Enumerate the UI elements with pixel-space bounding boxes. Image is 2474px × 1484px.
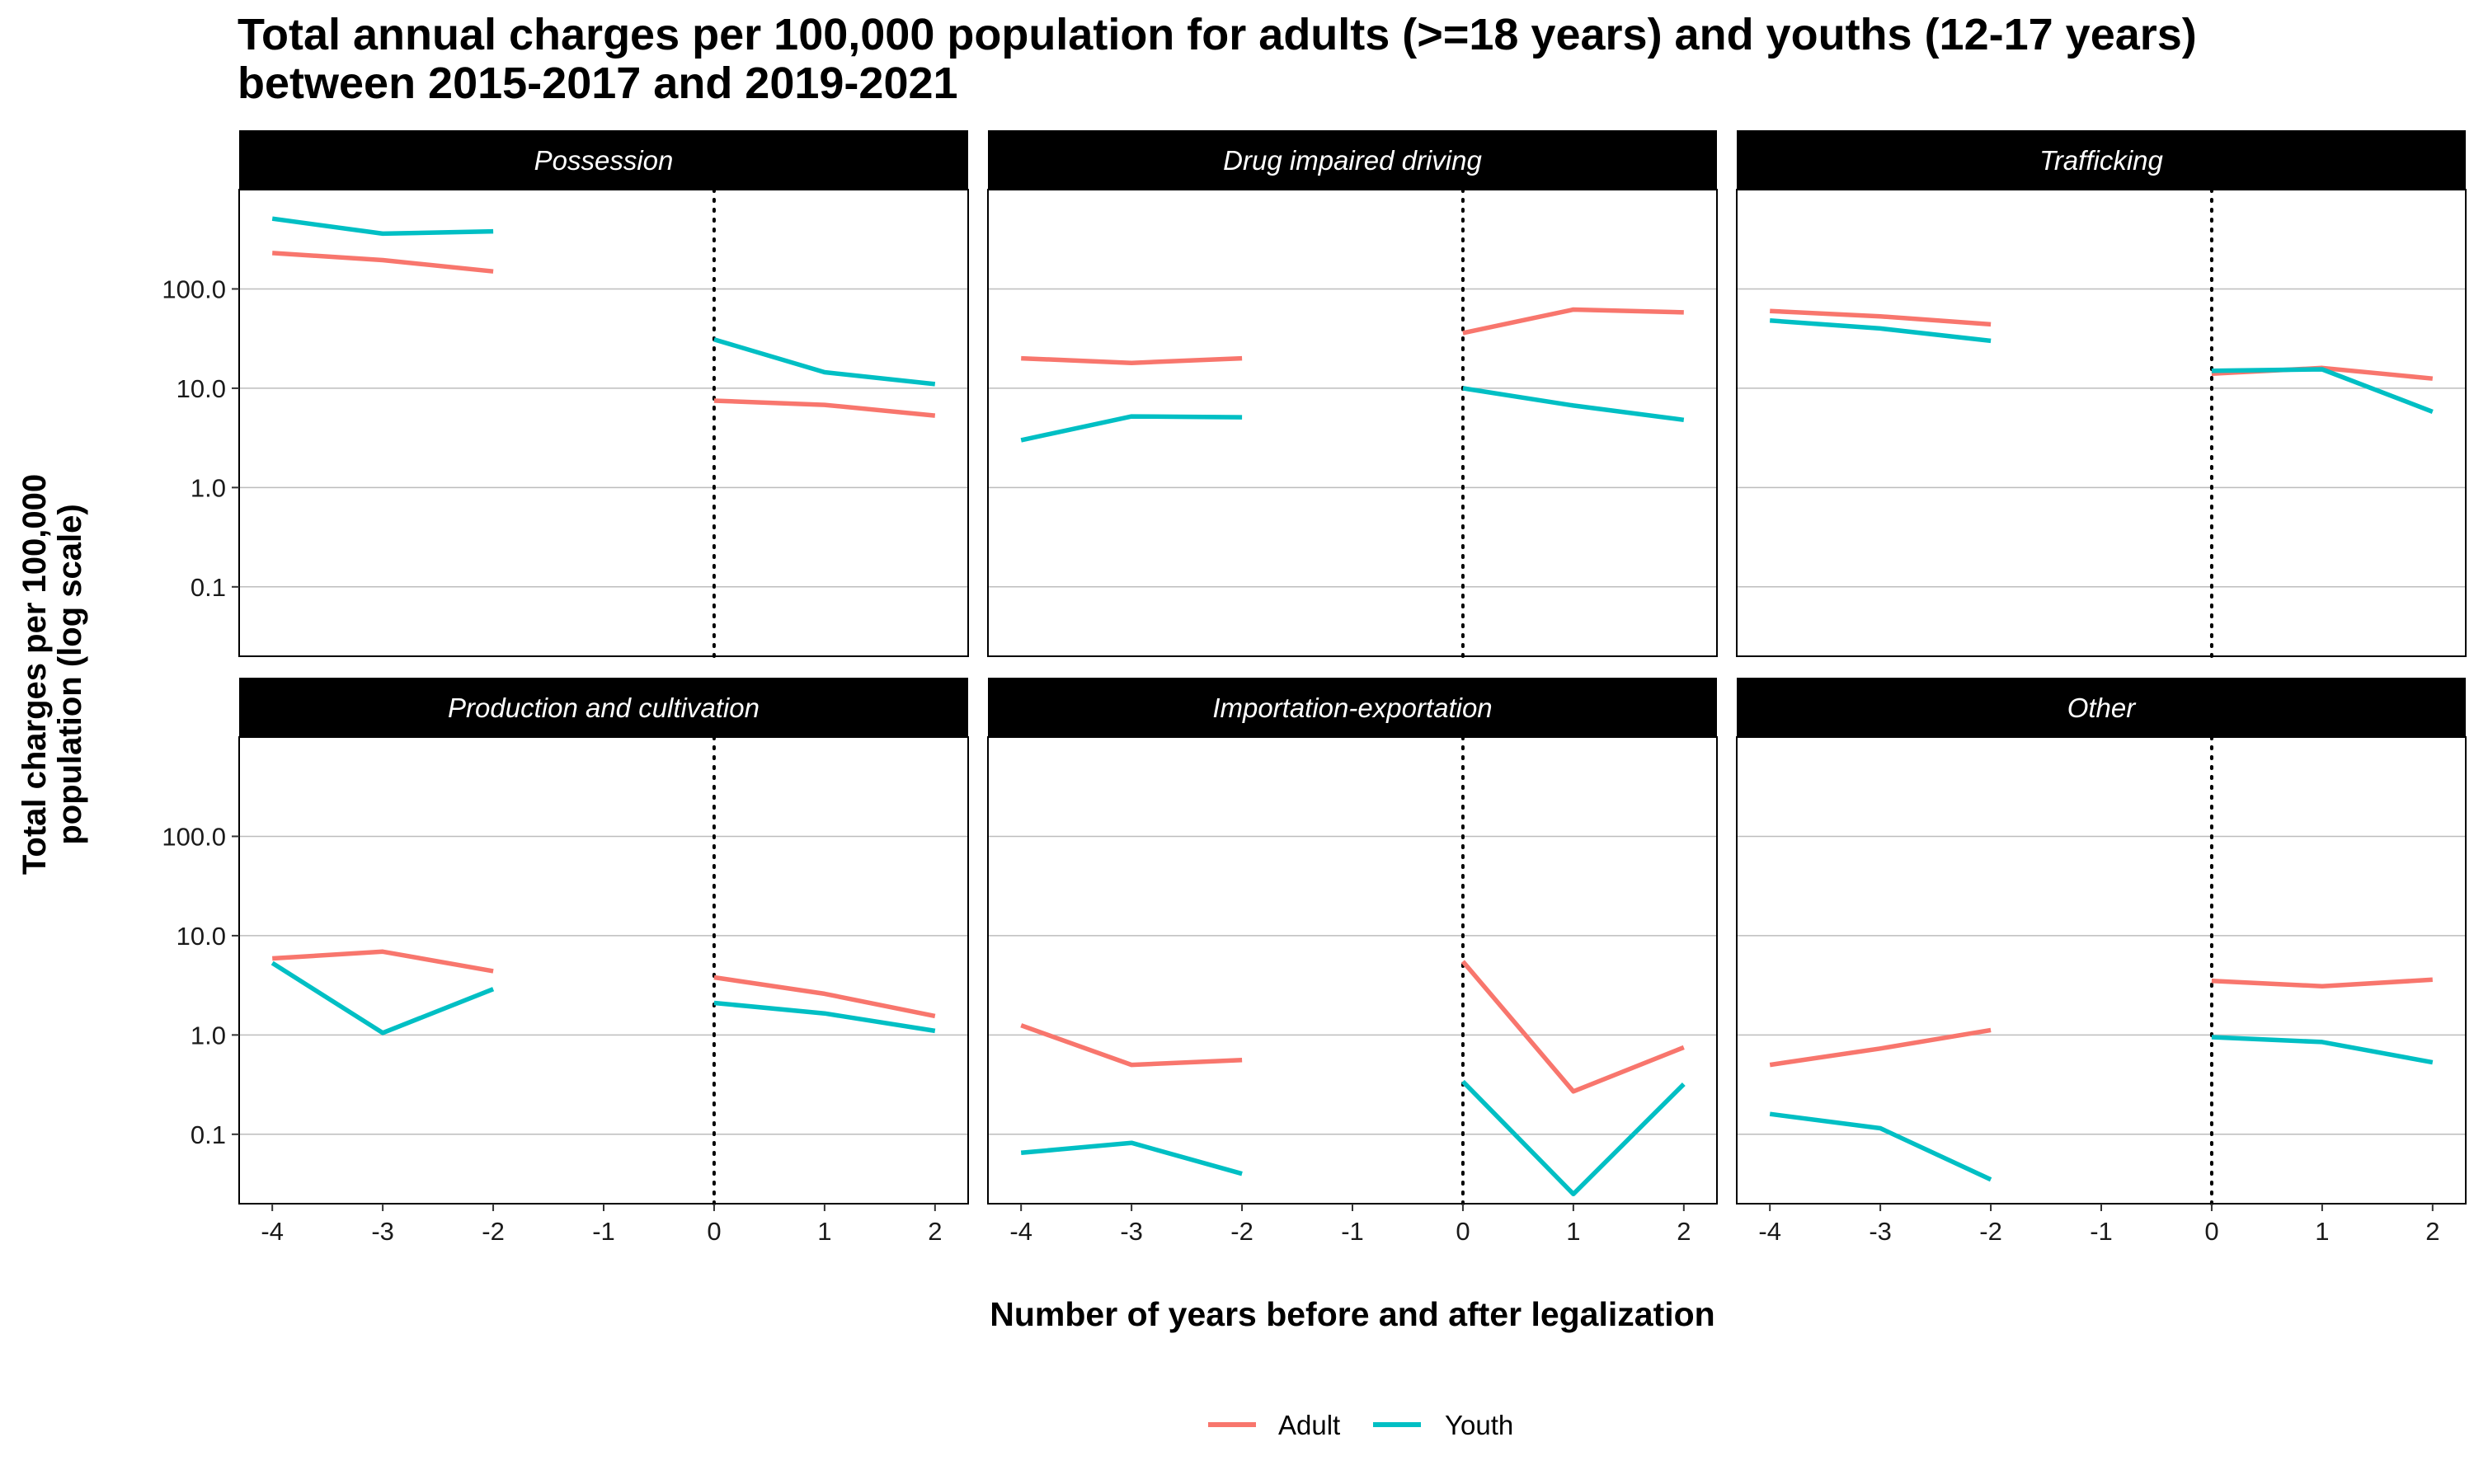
panel-production-and-cultivation: Production and cultivation 0.1 1.0 10.0 100.… — [162, 678, 969, 1246]
series-line-importation-exportation-adult-0 — [1020, 1023, 1243, 1068]
y-tick-label-production-and-cultivation-1: 1.0 — [190, 1021, 226, 1050]
legend-label-youth: Youth — [1445, 1410, 1513, 1440]
strip-label-importation-exportation: Importation-exportation — [1212, 693, 1492, 723]
legend-label-adult: Adult — [1278, 1410, 1340, 1440]
series-line-production-and-cultivation-adult-0 — [272, 949, 494, 974]
x-tick-label-other-5: 1 — [2315, 1217, 2329, 1246]
strip-label-other: Other — [2067, 693, 2138, 723]
x-axis-title: Number of years before and after legaliz… — [990, 1295, 1714, 1333]
series-line-production-and-cultivation-youth-1 — [713, 1000, 936, 1034]
x-tick-label-other-2: -2 — [1979, 1217, 2002, 1246]
x-tick-label-production-and-cultivation-3: -1 — [592, 1217, 615, 1246]
strip-production-and-cultivation — [239, 678, 968, 737]
strip-importation-exportation — [988, 678, 1717, 737]
strip-label-possession: Possession — [534, 145, 674, 176]
x-tick-label-importation-exportation-6: 2 — [1677, 1217, 1691, 1246]
strip-label-trafficking: Trafficking — [2039, 145, 2163, 176]
panel-border-possession — [238, 189, 969, 657]
series-line-drug-impaired-driving-youth-0 — [1020, 414, 1243, 443]
strip-label-production-and-cultivation: Production and cultivation — [448, 693, 760, 723]
panel-trafficking: Trafficking — [1736, 130, 2467, 658]
y-tick-label-production-and-cultivation-3: 100.0 — [162, 822, 226, 851]
series-line-drug-impaired-driving-adult-0 — [1021, 355, 1243, 365]
x-tick-label-other-0: -4 — [1758, 1217, 1781, 1246]
panel-border-drug-impaired-driving — [987, 189, 1718, 657]
x-tick-label-production-and-cultivation-4: 0 — [707, 1217, 721, 1246]
panel-drug-impaired-driving: Drug impaired driving — [987, 130, 1718, 658]
strip-label-drug-impaired-driving: Drug impaired driving — [1223, 145, 1482, 176]
x-tick-label-importation-exportation-4: 0 — [1456, 1217, 1470, 1246]
x-tick-label-production-and-cultivation-2: -2 — [482, 1217, 505, 1246]
y-axis-title: Total charges per 100,000 population (lo… — [16, 474, 88, 875]
x-tick-label-production-and-cultivation-5: 1 — [817, 1217, 831, 1246]
y-tick-label-possession-0: 0.1 — [190, 573, 226, 602]
series-line-possession-youth-0 — [271, 216, 494, 237]
series-line-possession-adult-0 — [272, 251, 494, 274]
x-tick-label-other-1: -3 — [1869, 1217, 1892, 1246]
x-tick-label-importation-exportation-5: 1 — [1566, 1217, 1580, 1246]
x-tick-label-importation-exportation-0: -4 — [1009, 1217, 1032, 1246]
x-tick-label-production-and-cultivation-6: 2 — [928, 1217, 942, 1246]
series-line-trafficking-adult-0 — [1770, 308, 1992, 327]
x-tick-label-production-and-cultivation-0: -4 — [261, 1217, 284, 1246]
series-line-other-youth-1 — [2211, 1035, 2434, 1065]
series-line-importation-exportation-youth-0 — [1020, 1140, 1243, 1176]
strip-possession — [239, 130, 968, 190]
facet-panels: Possession 0.1 1.0 10.0 100.0 Drug impaired d… — [162, 130, 2467, 1246]
y-axis-title-line-1: Total charges per 100,000 — [16, 474, 53, 875]
strip-trafficking — [1737, 130, 2466, 190]
strip-other — [1737, 678, 2466, 737]
panel-border-trafficking — [1736, 189, 2467, 657]
series-line-drug-impaired-driving-youth-1 — [1462, 386, 1685, 423]
y-tick-label-production-and-cultivation-0: 0.1 — [190, 1120, 226, 1149]
strip-drug-impaired-driving — [988, 130, 1717, 190]
legend: Adult Youth — [1208, 1410, 1513, 1440]
chart-title-line-1: Total annual charges per 100,000 populat… — [238, 10, 2197, 59]
x-tick-label-other-6: 2 — [2425, 1217, 2439, 1246]
series-line-importation-exportation-youth-1 — [1460, 1079, 1686, 1197]
series-line-trafficking-youth-1 — [2211, 367, 2434, 414]
x-tick-label-importation-exportation-3: -1 — [1341, 1217, 1364, 1246]
series-line-drug-impaired-driving-adult-1 — [1462, 307, 1684, 336]
panel-importation-exportation: Importation-exportation -4 -3 -2 -1 0 1 2 — [987, 678, 1718, 1246]
series-line-production-and-cultivation-adult-1 — [713, 974, 936, 1019]
x-tick-label-other-3: -1 — [2090, 1217, 2113, 1246]
series-line-other-adult-1 — [2211, 977, 2433, 989]
panel-other: Other -4 -3 -2 -1 0 1 2 — [1736, 678, 2467, 1246]
panel-possession: Possession 0.1 1.0 10.0 100.0 — [162, 130, 969, 658]
series-line-trafficking-youth-0 — [1770, 318, 1992, 344]
x-tick-label-production-and-cultivation-1: -3 — [371, 1217, 394, 1246]
y-tick-label-possession-2: 10.0 — [176, 374, 226, 403]
y-tick-label-possession-3: 100.0 — [162, 275, 226, 303]
series-line-production-and-cultivation-youth-0 — [270, 960, 495, 1036]
x-tick-label-importation-exportation-2: -2 — [1230, 1217, 1253, 1246]
x-tick-label-other-4: 0 — [2204, 1217, 2218, 1246]
x-tick-label-importation-exportation-1: -3 — [1120, 1217, 1143, 1246]
series-line-possession-youth-1 — [713, 337, 936, 387]
series-line-possession-adult-1 — [713, 398, 936, 418]
series-line-other-youth-0 — [1769, 1111, 1992, 1182]
series-line-importation-exportation-adult-1 — [1460, 960, 1685, 1094]
y-axis-title-line-2: population (log scale) — [52, 504, 88, 844]
chart-title-line-2: between 2015-2017 and 2019-2021 — [238, 59, 958, 108]
series-line-other-adult-0 — [1769, 1027, 1992, 1068]
y-tick-label-production-and-cultivation-2: 10.0 — [176, 922, 226, 951]
y-tick-label-possession-1: 1.0 — [190, 473, 226, 502]
